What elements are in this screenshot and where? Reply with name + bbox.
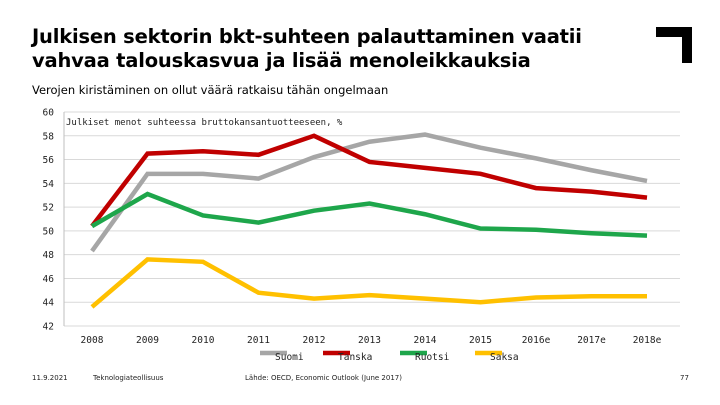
x-tick-label: 2018e — [633, 335, 662, 346]
series-lines — [90, 132, 648, 309]
title-line-2: vahvaa talouskasvua ja lisää menoleikkau… — [32, 49, 531, 72]
x-tick-label: 2013 — [358, 335, 381, 346]
x-tick-label: 2008 — [81, 335, 104, 346]
slide-subtitle: Verojen kiristäminen on ollut väärä ratk… — [32, 83, 389, 97]
x-tick-label: 2015 — [469, 335, 492, 346]
y-tick-label: 60 — [43, 108, 55, 119]
x-tick-label: 2010 — [192, 335, 215, 346]
series-line-ruotsi — [90, 191, 648, 238]
y-tick-label: 58 — [43, 131, 55, 142]
gridlines — [63, 111, 680, 327]
y-tick-label: 52 — [43, 203, 54, 214]
x-tick-label: 2016e — [522, 335, 551, 346]
legend: Suomi Tanska Ruotsi Saksa — [260, 350, 519, 363]
brand-corner-logo — [656, 27, 692, 63]
series-line-suomi — [90, 132, 648, 253]
legend-label-saksa: Saksa — [490, 352, 519, 363]
series-line-tanska — [90, 133, 648, 228]
y-tick-label: 42 — [43, 322, 54, 333]
x-tick-label: 2011 — [247, 335, 270, 346]
x-tick-label: 2009 — [136, 335, 159, 346]
legend-label-ruotsi: Ruotsi — [415, 352, 450, 363]
y-tick-label: 48 — [43, 250, 55, 261]
y-tick-label: 44 — [43, 298, 55, 309]
series-line-saksa — [90, 257, 647, 309]
footer-source: Lähde: OECD, Economic Outlook (June 2017… — [245, 374, 402, 382]
x-axis-ticks: 2008 2009 2010 2011 2012 2013 2014 2015 2016e 201… — [81, 335, 662, 346]
footer-date: 11.9.2021 — [32, 374, 68, 382]
title-line-1: Julkisen sektorin bkt-suhteen palauttami… — [32, 25, 582, 48]
y-axis-ticks: 60 58 56 54 52 50 48 46 44 42 — [43, 108, 55, 333]
legend-label-tanska: Tanska — [338, 352, 372, 363]
chart-title: Julkiset menot suhteessa bruttokansantuo… — [66, 118, 343, 128]
footer-page-number: 77 — [680, 374, 689, 382]
y-tick-label: 46 — [43, 274, 55, 285]
x-tick-label: 2012 — [303, 335, 326, 346]
legend-label-suomi: Suomi — [275, 352, 304, 363]
y-tick-label: 54 — [43, 179, 55, 190]
x-tick-label: 2017e — [577, 335, 606, 346]
footer-organization: Teknologiateollisuus — [93, 374, 164, 382]
slide-title: Julkisen sektorin bkt-suhteen palauttami… — [32, 25, 642, 73]
corner-bracket-shape — [656, 27, 692, 63]
y-tick-label: 56 — [43, 155, 55, 166]
y-tick-label: 50 — [43, 226, 55, 237]
x-tick-label: 2014 — [414, 335, 437, 346]
